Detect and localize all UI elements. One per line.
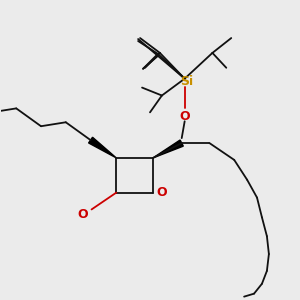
Polygon shape [153,140,183,158]
Text: O: O [77,208,88,221]
Text: Si: Si [180,75,193,88]
Text: O: O [179,110,190,123]
Polygon shape [88,137,116,158]
Text: O: O [157,186,167,199]
